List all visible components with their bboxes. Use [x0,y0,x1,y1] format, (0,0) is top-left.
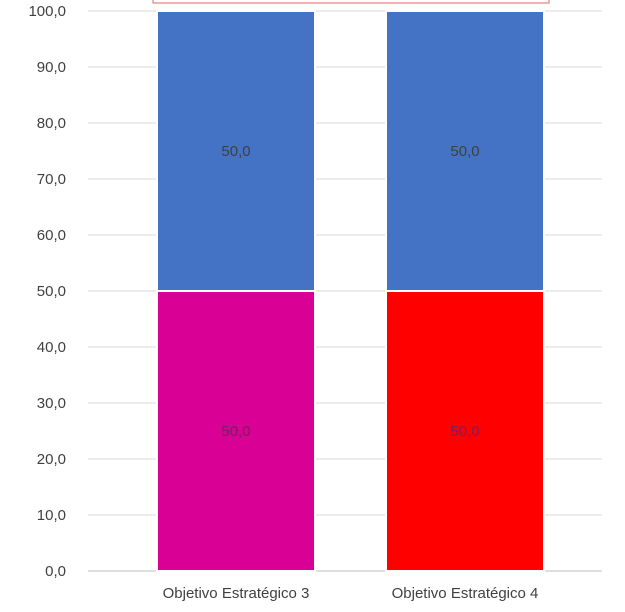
bar-segment [385,290,545,572]
x-tick-label: Objetivo Estratégico 4 [392,585,539,602]
y-tick-label: 60,0 [37,227,66,244]
y-tick-label: 0,0 [45,563,66,580]
y-tick-label: 40,0 [37,339,66,356]
y-tick-label: 30,0 [37,395,66,412]
bar-segment [385,10,545,292]
y-tick-label: 70,0 [37,171,66,188]
bars [152,0,550,572]
y-tick-label: 100,0 [28,3,66,20]
data-label: 50,0 [450,423,479,440]
data-labels: 50,0 50,0 50,0 50,0 [221,143,479,440]
x-axis: Objetivo Estratégico 3 Objetivo Estratégi… [163,585,539,602]
selection-outline [152,0,550,4]
y-tick-label: 10,0 [37,507,66,524]
y-tick-label: 90,0 [37,59,66,76]
x-tick-label: Objetivo Estratégico 3 [163,585,310,602]
data-label: 50,0 [221,423,250,440]
y-tick-label: 80,0 [37,115,66,132]
y-tick-label: 20,0 [37,451,66,468]
bar-segment [156,10,316,292]
y-axis: 0,0 10,0 20,0 30,0 40,0 50,0 60,0 70,0 80,0 90,0 1… [28,3,66,580]
y-tick-label: 50,0 [37,283,66,300]
bar-segment [156,290,316,572]
data-label: 50,0 [221,143,250,160]
data-label: 50,0 [450,143,479,160]
